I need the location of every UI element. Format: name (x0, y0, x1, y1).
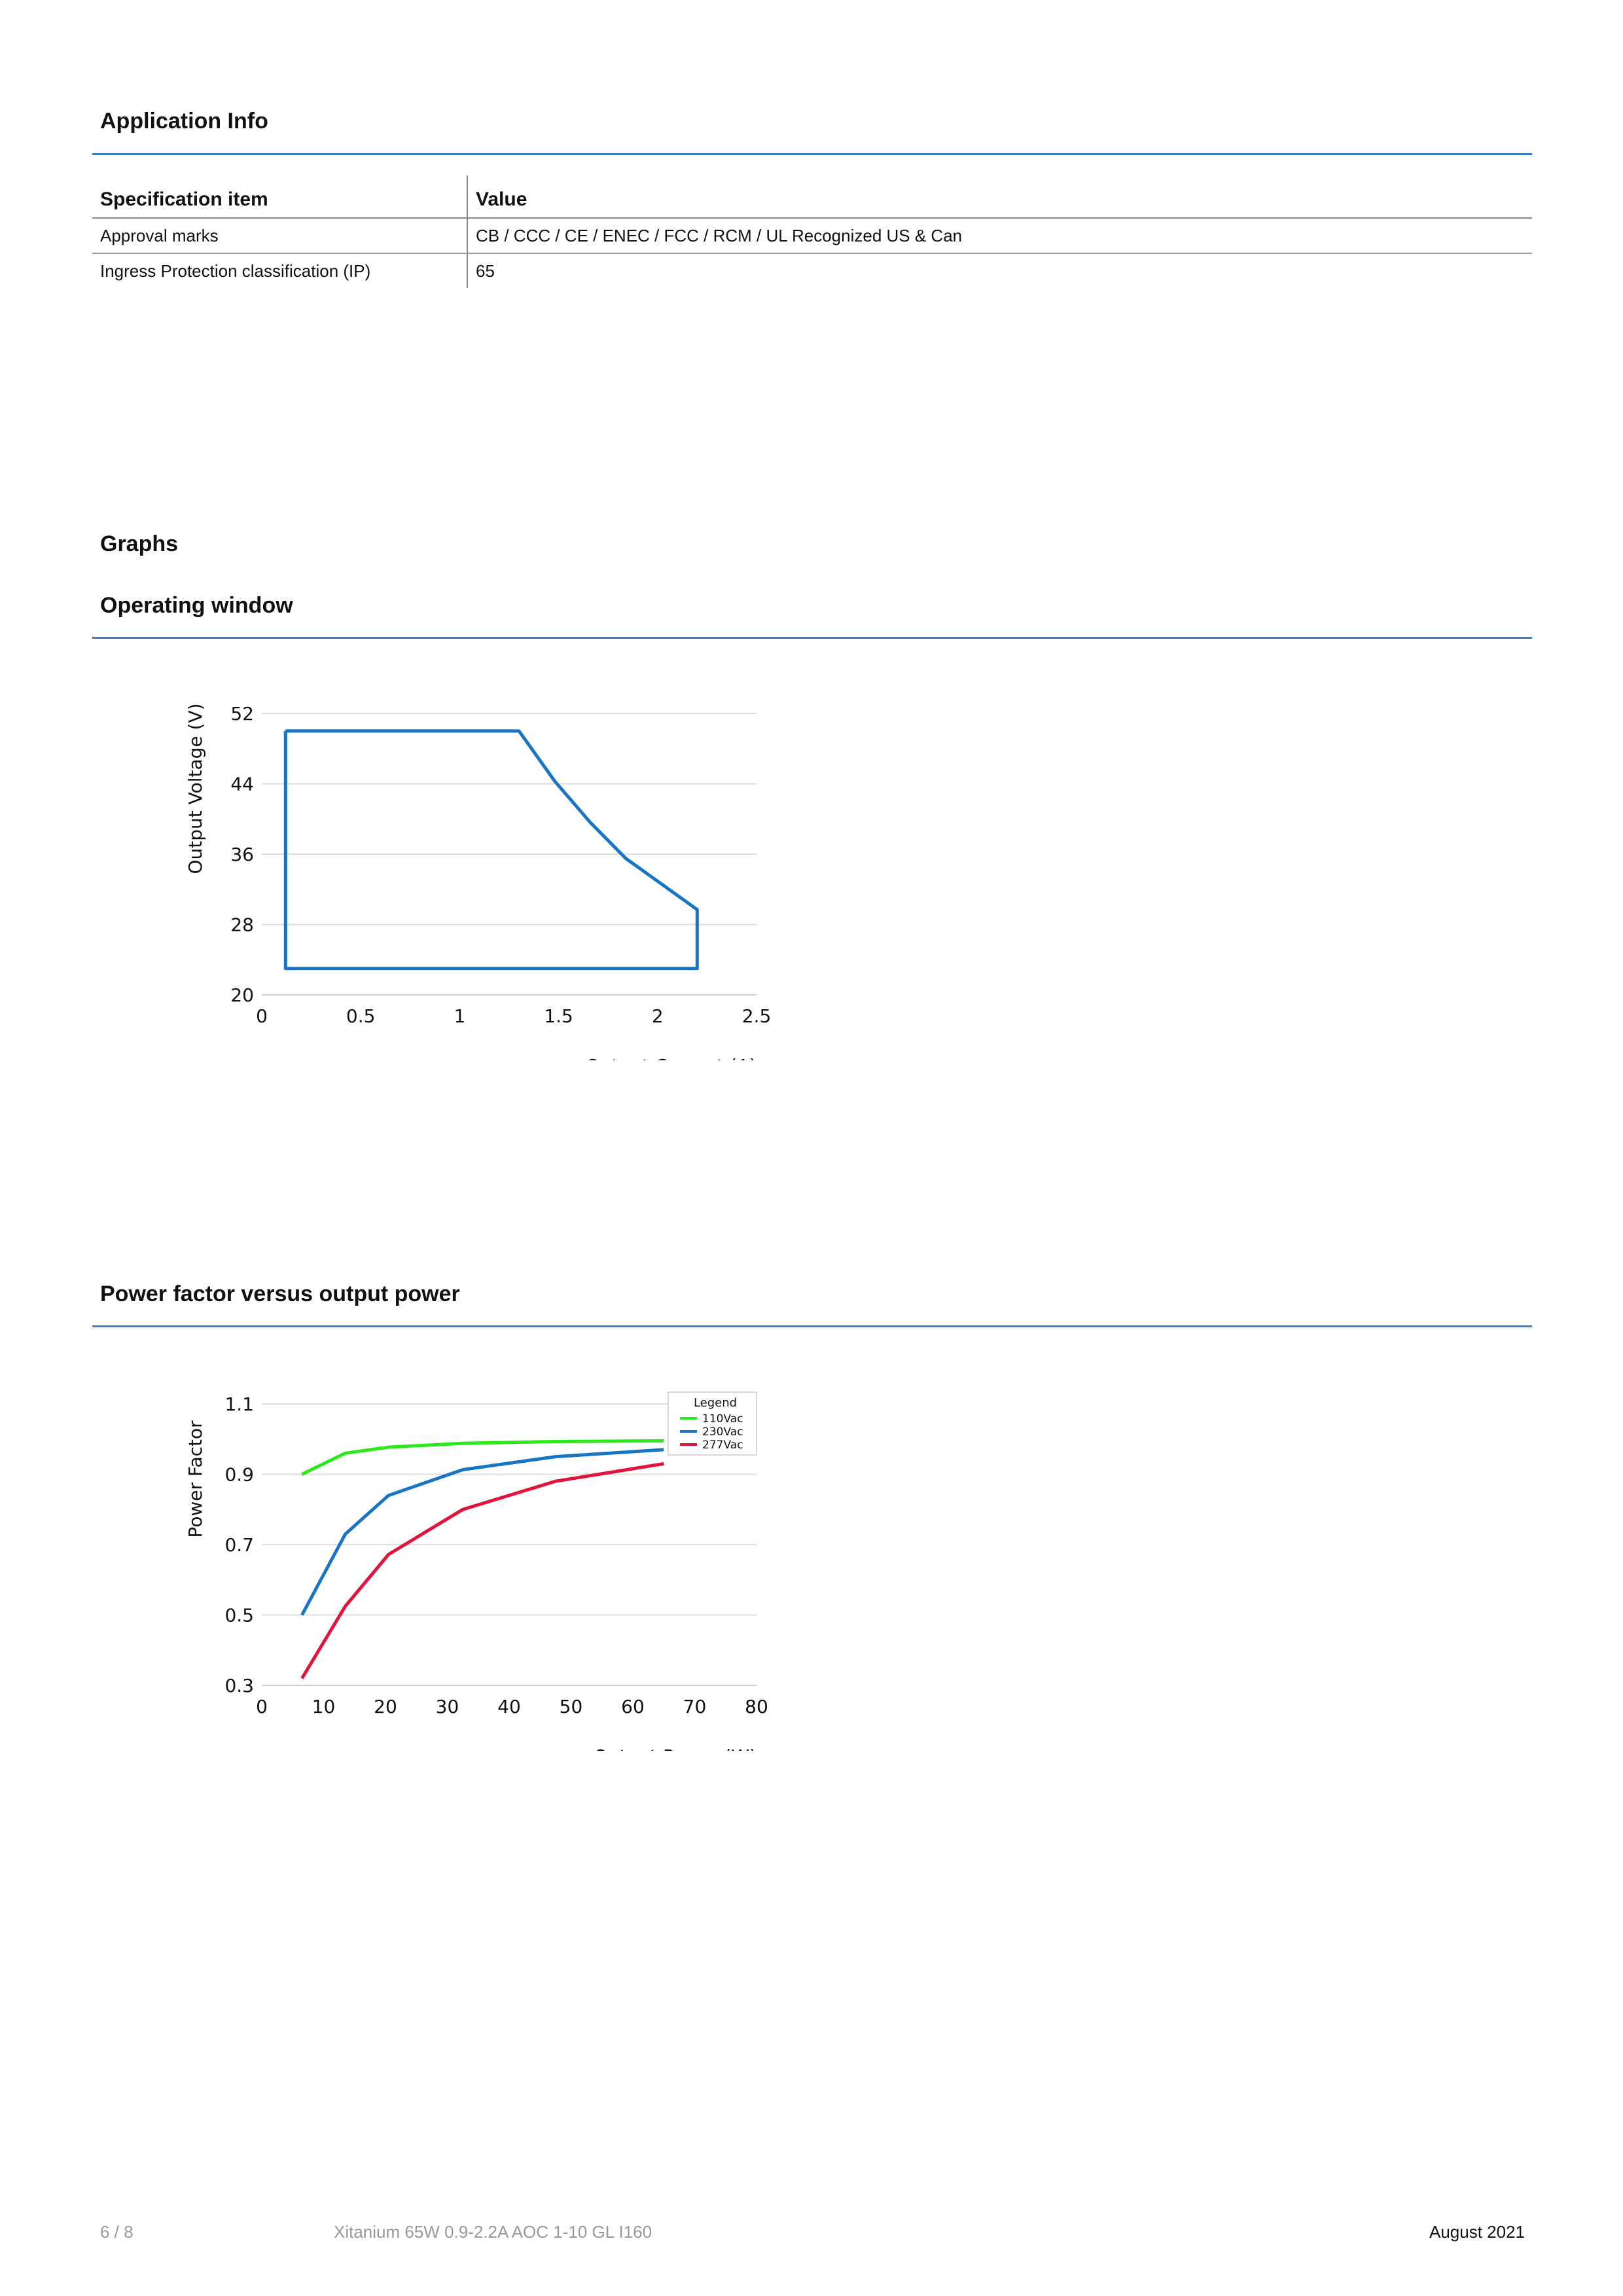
series-line-277Vac (300, 1462, 664, 1679)
x-tick-label: 80 (745, 1696, 768, 1717)
operating-window-title: Operating window (100, 593, 293, 618)
column-header: Value (467, 175, 1532, 219)
table-cell: Ingress Protection classification (IP) (92, 253, 468, 288)
y-tick-label: 44 (230, 774, 254, 795)
power-factor-title: Power factor versus output power (100, 1282, 460, 1306)
x-axis-title: Output Current (A) (586, 1055, 757, 1060)
x-tick-label: 20 (374, 1696, 397, 1717)
y-tick-label: 28 (230, 914, 254, 936)
legend-entry: 277Vac (702, 1439, 743, 1452)
y-tick-label: 0.7 (224, 1534, 254, 1556)
x-tick-label: 50 (560, 1696, 583, 1717)
x-tick-label: 40 (497, 1696, 521, 1717)
x-tick-label: 2 (652, 1005, 664, 1027)
table-row: Ingress Protection classification (IP) 6… (92, 253, 1532, 288)
series-line-110Vac (301, 1439, 664, 1476)
y-tick-label: 52 (230, 703, 254, 725)
page-number: 6 / 8 (100, 2222, 134, 2242)
x-tick-label: 60 (621, 1696, 645, 1717)
section-divider (92, 1325, 1532, 1327)
table-cell: 65 (476, 260, 495, 281)
x-axis-title: Output Power (W) (594, 1746, 757, 1751)
table-cell: Approval marks (92, 218, 468, 254)
graphs-title: Graphs (100, 531, 179, 556)
operating-window-chart: 20 28 36 44 52 0 0.5 1 1.5 2 2.5 Output Current (A)… (185, 703, 772, 1060)
y-tick-label: 0.5 (224, 1605, 254, 1626)
table-header-row: Specification item Value (92, 175, 1532, 219)
x-tick-label: 1 (454, 1005, 465, 1027)
legend-title: Legend (694, 1396, 737, 1410)
x-tick-label: 1.5 (544, 1005, 573, 1027)
x-tick-label: 0.5 (346, 1005, 376, 1027)
series-line (283, 729, 699, 971)
y-tick-label: 1.1 (224, 1393, 254, 1415)
y-axis-title: Output Voltage (V) (185, 703, 206, 874)
x-tick-label: 30 (436, 1696, 459, 1717)
x-tick-label: 70 (683, 1696, 707, 1717)
x-tick-label: 2.5 (742, 1005, 772, 1027)
table-cell: CB / CCC / CE / ENEC / FCC / RCM / UL Re… (467, 218, 1532, 254)
y-tick-label: 20 (230, 984, 254, 1006)
document-date: August 2021 (1429, 2222, 1525, 2242)
application-info-title: Application Info (100, 109, 268, 134)
section-divider (92, 153, 1532, 155)
product-name: Xitanium 65W 0.9-2.2A AOC 1-10 GL I160 (334, 2222, 652, 2242)
spec-table: Specification item Value Approval marks … (92, 175, 1532, 288)
legend-entry: 110Vac (702, 1412, 743, 1426)
legend-entry: 230Vac (702, 1426, 743, 1439)
y-tick-label: 36 (230, 844, 254, 865)
table-row: Approval marks CB / CCC / CE / ENEC / FC… (92, 218, 1532, 254)
series-line-230Vac (300, 1448, 664, 1616)
x-tick-label: 0 (256, 1005, 268, 1027)
x-tick-label: 10 (312, 1696, 336, 1717)
x-tick-label: 0 (256, 1696, 268, 1717)
y-tick-label: 0.9 (224, 1464, 254, 1486)
y-axis-title: Power Factor (185, 1420, 206, 1538)
power-factor-chart: 0.3 0.5 0.7 0.9 1.1 0 10 20 30 40 50 60 70 80 Output P… (185, 1391, 768, 1751)
section-divider (92, 637, 1532, 639)
column-header: Specification item (92, 175, 468, 219)
y-tick-label: 0.3 (224, 1675, 254, 1696)
